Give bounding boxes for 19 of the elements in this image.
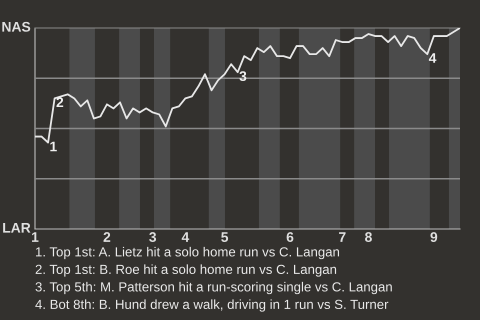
x-tick-label: 9 [430,232,438,242]
annotation: 3 [239,71,246,82]
x-tick-label: 7 [339,232,346,242]
text: 3. Top 5th: M. Patterson hit a run-scoring single vs C. Langan [36,282,392,294]
text: LAR [3,223,30,233]
x-tick-label: 8 [365,232,372,242]
annotation: 4 [428,53,436,63]
x-tick-label: 5 [221,232,228,242]
annotation: 2 [56,97,64,108]
text: 2. Top 1st: B. Roe hit a solo home run vs C. Langan [36,264,336,277]
x-tick-label: 1 [32,232,38,242]
text: NAS [2,22,30,32]
x-tick-label: 6 [286,232,294,242]
x-tick-label: 4 [182,232,190,242]
x-tick-label: 3 [149,232,156,242]
text: 4. Bot 8th: B. Hund drew a walk, driving in 1 run vs S. Turner [35,299,388,312]
x-tick-label: 2 [104,232,110,242]
annotation: 1 [50,142,57,152]
text: 1. Top 1st: A. Lietz hit a solo home run vs C. Langan [36,246,340,260]
